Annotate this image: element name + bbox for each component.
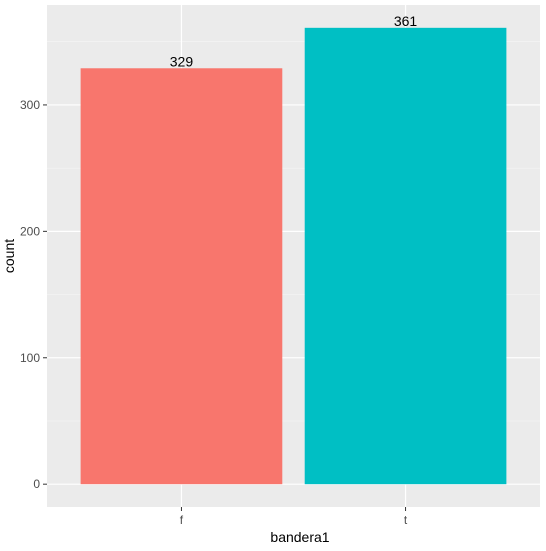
x-tick-label: t	[404, 513, 408, 527]
bar	[304, 27, 507, 485]
y-tick-label: 100	[20, 351, 40, 365]
bar	[80, 68, 283, 485]
y-tick-label: 0	[33, 477, 40, 491]
y-axis-title: count	[1, 239, 17, 273]
y-tick-label: 200	[20, 224, 40, 238]
data-label: 361	[394, 13, 418, 29]
y-tick-label: 300	[20, 98, 40, 112]
data-label: 329	[170, 53, 194, 69]
x-tick-label: f	[180, 513, 184, 527]
x-axis-title: bandera1	[270, 529, 329, 545]
